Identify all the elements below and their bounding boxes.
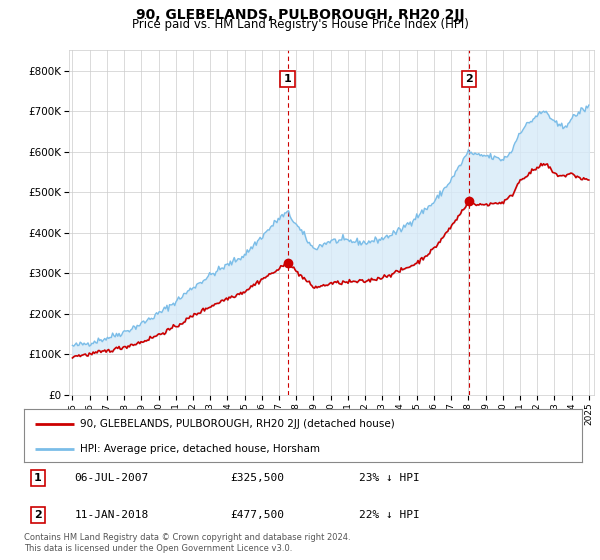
Text: £477,500: £477,500 xyxy=(230,510,284,520)
Text: 11-JAN-2018: 11-JAN-2018 xyxy=(74,510,148,520)
Text: HPI: Average price, detached house, Horsham: HPI: Average price, detached house, Hors… xyxy=(80,444,320,454)
Text: 90, GLEBELANDS, PULBOROUGH, RH20 2JJ: 90, GLEBELANDS, PULBOROUGH, RH20 2JJ xyxy=(136,8,464,22)
Text: 1: 1 xyxy=(34,473,42,483)
Text: 22% ↓ HPI: 22% ↓ HPI xyxy=(359,510,419,520)
Text: 90, GLEBELANDS, PULBOROUGH, RH20 2JJ (detached house): 90, GLEBELANDS, PULBOROUGH, RH20 2JJ (de… xyxy=(80,419,395,429)
Text: 1: 1 xyxy=(284,74,292,84)
Text: Price paid vs. HM Land Registry's House Price Index (HPI): Price paid vs. HM Land Registry's House … xyxy=(131,18,469,31)
Text: £325,500: £325,500 xyxy=(230,473,284,483)
Text: 23% ↓ HPI: 23% ↓ HPI xyxy=(359,473,419,483)
Text: 2: 2 xyxy=(466,74,473,84)
Text: Contains HM Land Registry data © Crown copyright and database right 2024.
This d: Contains HM Land Registry data © Crown c… xyxy=(24,533,350,553)
Text: 2: 2 xyxy=(34,510,42,520)
Text: 06-JUL-2007: 06-JUL-2007 xyxy=(74,473,148,483)
